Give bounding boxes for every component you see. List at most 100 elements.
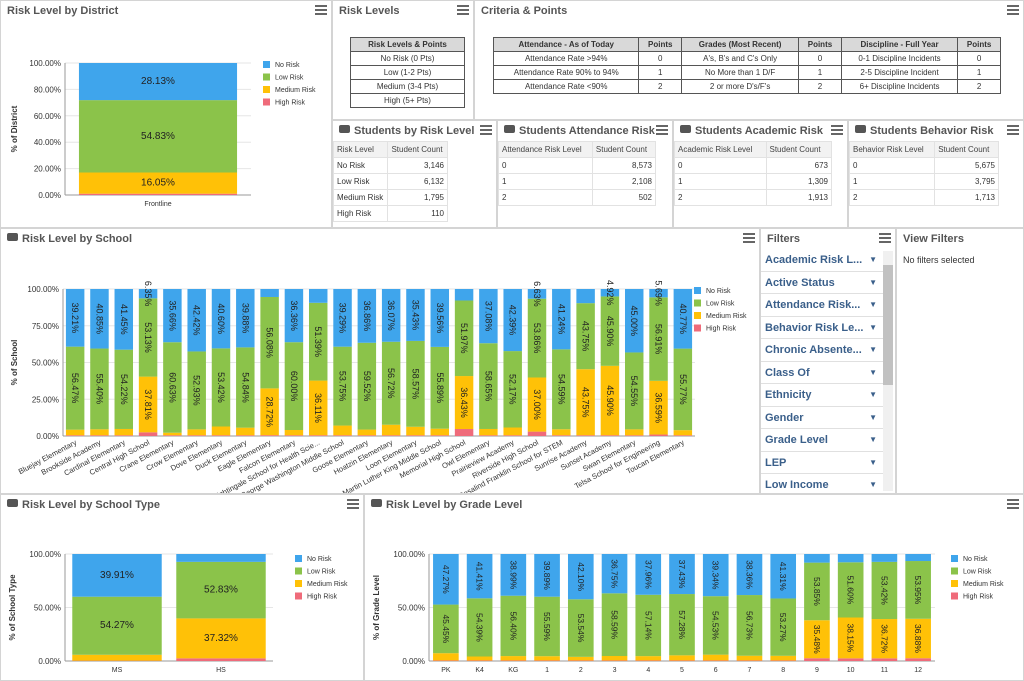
bar-segment-medium-risk	[138, 376, 158, 433]
y-tick-label: 0.00%	[38, 191, 61, 200]
school-type-chart: % of School Type 0.00% 50.00% 100.00% 54.27%…	[8, 550, 348, 674]
data-label: 42.10%	[576, 562, 586, 591]
filter-item[interactable]: Chronic Absente... ▼	[761, 339, 883, 362]
grade-level-menu-icon[interactable]	[1007, 499, 1019, 509]
legend-entry: Low Risk	[307, 569, 336, 576]
x-tick-label: Frontline	[144, 201, 171, 208]
no-filters-text: No filters selected	[903, 255, 975, 265]
bar-segment-low-risk	[635, 594, 662, 657]
risk-levels-menu-icon[interactable]	[457, 5, 469, 15]
x-tick-label: 3	[613, 667, 617, 674]
filter-item[interactable]: Grade Level ▼	[761, 429, 883, 452]
legend-entry: High Risk	[275, 100, 305, 107]
academic-risk-panel: Students Academic Risk Academic Risk Lev…	[673, 120, 848, 228]
chevron-down-icon[interactable]: ▼	[869, 435, 877, 444]
filters-scrollbar[interactable]	[883, 251, 893, 491]
table-cell: 8,573	[591, 157, 657, 174]
data-label: 41.45%	[119, 304, 129, 335]
bar-segment-high-risk	[430, 435, 450, 436]
bar-segment-low-risk	[78, 100, 238, 173]
legend-swatch	[263, 98, 270, 106]
filter-item[interactable]: Academic Risk L... ▼	[761, 249, 883, 272]
filter-item[interactable]: Attendance Risk... ▼	[761, 294, 883, 317]
bar-segment-no-risk	[454, 289, 474, 301]
filter-item[interactable]: Behavior Risk Le... ▼	[761, 317, 883, 339]
criteria-table: Attendance - As of Today Points Grades (Mo…	[492, 37, 1001, 94]
criteria-header: Points	[957, 37, 1001, 52]
legend-entry: No Risk	[963, 556, 988, 563]
chevron-down-icon[interactable]: ▼	[869, 300, 877, 309]
data-label: 35.66%	[167, 300, 177, 331]
chevron-down-icon[interactable]: ▼	[869, 367, 877, 377]
table-row: Low Risk 6,132	[333, 173, 448, 190]
grade-level-panel: Risk Level by Grade Level % of Grade Lev…	[364, 494, 1024, 681]
bar-segment-high-risk	[163, 435, 182, 436]
data-label: 39.21%	[70, 303, 80, 334]
criteria-menu-icon[interactable]	[1007, 5, 1019, 15]
table-cell: 2	[849, 189, 936, 206]
attendance-risk-menu-icon[interactable]	[656, 125, 668, 135]
chevron-down-icon[interactable]: ▼	[869, 277, 877, 287]
data-label: 35.43%	[410, 300, 420, 331]
bar-segment-high-risk	[503, 435, 522, 436]
video-icon	[504, 125, 515, 133]
chevron-down-icon[interactable]: ▼	[869, 255, 877, 264]
bar-segment-medium-risk	[65, 429, 85, 436]
x-tick-label: 7	[748, 667, 752, 674]
y-tick-label: 0.00%	[38, 657, 61, 666]
chevron-down-icon[interactable]: ▼	[869, 322, 877, 332]
chevron-down-icon[interactable]: ▼	[869, 457, 877, 467]
data-label: 55.59%	[542, 612, 552, 641]
school-menu-icon[interactable]	[743, 233, 755, 243]
chevron-down-icon[interactable]: ▼	[869, 390, 877, 399]
filter-item-label: Ethnicity	[765, 389, 812, 401]
filter-item[interactable]: Low Income ▼	[761, 474, 883, 493]
criteria-row: Attendance Rate <90% 2 2 or more D's/F's 2 6…	[492, 79, 1001, 94]
academic-risk-menu-icon[interactable]	[831, 125, 843, 135]
bar-segment-high-risk	[534, 660, 560, 661]
behavior-risk-menu-icon[interactable]	[1007, 125, 1019, 135]
bar-segment-no-risk	[736, 554, 763, 596]
bar-segment-high-risk	[871, 658, 898, 661]
chevron-down-icon[interactable]: ▼	[869, 480, 877, 489]
filters-scrollbar-thumb[interactable]	[883, 265, 893, 385]
bar-segment-medium-risk	[669, 655, 695, 661]
bar-segment-no-risk	[357, 289, 377, 343]
table-row: No Risk 3,146	[333, 157, 448, 174]
bar-segment-high-risk	[466, 660, 493, 661]
students-risk-menu-icon[interactable]	[480, 125, 492, 135]
bar-segment-medium-risk	[333, 425, 352, 436]
y-tick-label: 100.00%	[29, 550, 61, 559]
data-label: 52.83%	[204, 585, 238, 596]
x-tick-label: 1	[545, 667, 549, 674]
bar-segment-no-risk	[433, 554, 459, 605]
bar-segment-no-risk	[211, 289, 231, 349]
legend-entry: No Risk	[307, 556, 332, 563]
bar-segment-low-risk	[804, 562, 830, 621]
filter-item[interactable]: LEP ▼	[761, 452, 883, 474]
school-type-menu-icon[interactable]	[347, 499, 359, 509]
bar-segment-high-risk	[702, 660, 729, 661]
filter-item[interactable]: Ethnicity ▼	[761, 384, 883, 407]
filter-item[interactable]: Active Status ▼	[761, 272, 883, 294]
criteria-cell: 0	[798, 51, 842, 66]
table-row: 2 1,913	[674, 189, 832, 206]
district-menu-icon[interactable]	[315, 5, 327, 15]
bar-segment-no-risk	[284, 289, 304, 343]
data-label: 47.27%	[441, 565, 451, 594]
filter-item[interactable]: Gender ▼	[761, 407, 883, 429]
bar-segment-high-risk	[406, 435, 425, 436]
bar-segment-medium-risk	[503, 427, 522, 436]
chevron-down-icon[interactable]: ▼	[869, 345, 877, 354]
bar-segment-low-risk	[187, 351, 206, 430]
behavior-risk-table: Behavior Risk Level Student Count 0 5,675 1 3…	[849, 141, 999, 206]
y-tick-label: 50.00%	[34, 604, 61, 613]
bar-segment-low-risk	[905, 561, 931, 619]
data-label: 40.60%	[216, 303, 226, 334]
legend-swatch	[295, 567, 302, 575]
filters-menu-icon[interactable]	[879, 233, 891, 243]
chevron-down-icon[interactable]: ▼	[869, 412, 877, 422]
filter-item[interactable]: Class Of ▼	[761, 362, 883, 384]
data-label: 16.05%	[141, 178, 175, 189]
data-label: 56.47%	[70, 373, 80, 404]
